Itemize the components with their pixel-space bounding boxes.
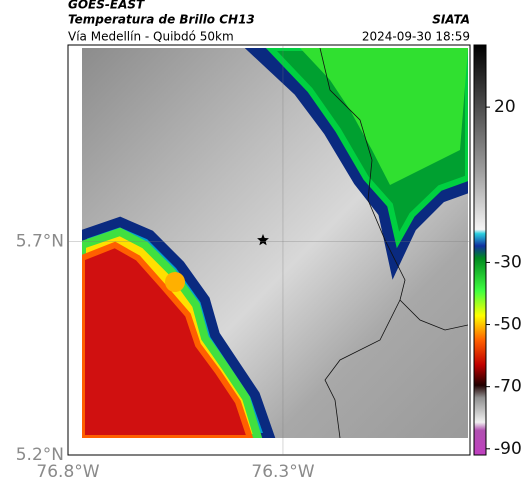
colorbar [473,44,487,456]
warm-surface-sw [82,216,276,438]
cold-cloud-ne [244,48,468,280]
route: Vía Medellín - Quibdó 50km [68,30,234,44]
colorbar-tick-label: -30 [494,252,522,272]
y-tick-label: 5.2°N [16,445,64,465]
source: SIATA [432,13,470,27]
x-tick-label: 76.3°W [251,462,314,482]
colorbar-tick-label: -70 [494,377,522,397]
satellite-image [82,48,468,438]
datetime: 2024-09-30 18:59 [362,30,470,44]
colorbar-tick-label: -90 [494,439,522,459]
x-tick-label: 76.8°W [36,462,99,482]
title: GOES-EAST [68,0,145,12]
colorbar-tick-label: -50 [494,315,522,335]
location-star [257,234,269,246]
y-tick-label: 5.7°N [16,231,64,251]
colorbar-tick-label: 20 [494,97,516,117]
borders [319,48,468,438]
subtitle: Temperatura de Brillo CH13 [68,13,255,27]
